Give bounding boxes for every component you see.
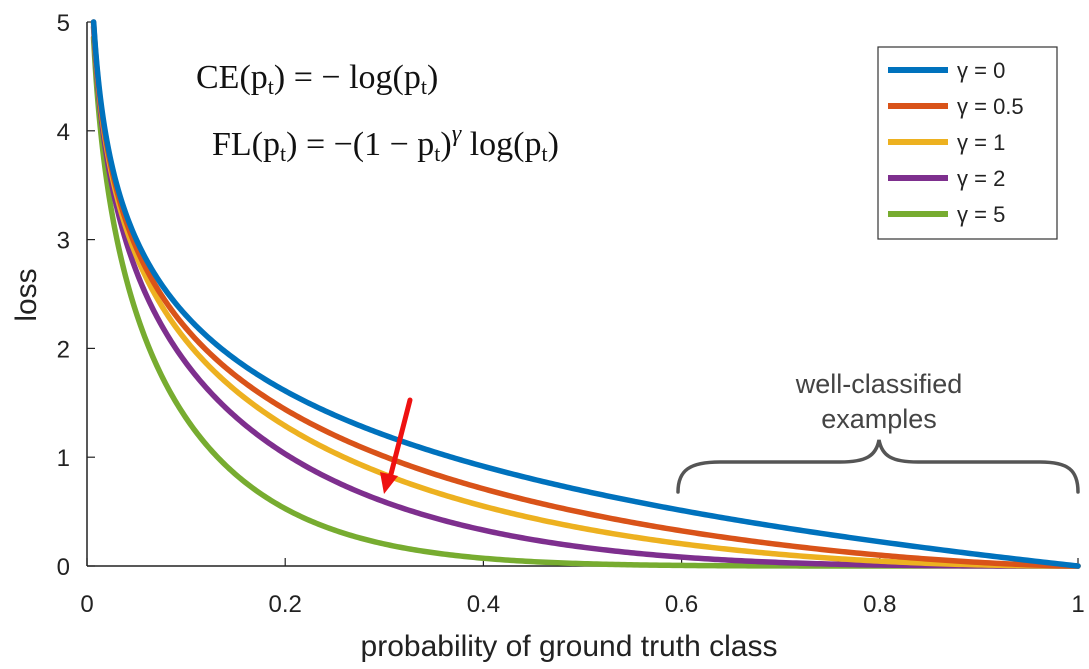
x-tick-label: 0.6 xyxy=(665,591,698,618)
x-tick-labels: 0 0.2 0.4 0.6 0.8 1 xyxy=(80,558,1085,618)
legend-label: γ = 2 xyxy=(957,166,1005,191)
series-line-gamma-0-5 xyxy=(90,19,1081,569)
x-tick-label: 1 xyxy=(1071,591,1084,618)
series-line-gamma-1 xyxy=(90,20,1081,569)
y-axis-label: loss xyxy=(10,268,43,321)
legend: γ = 0 γ = 0.5 γ = 1 γ = 2 γ = 5 xyxy=(877,46,1058,240)
x-tick-label: 0.2 xyxy=(269,591,302,618)
y-tick-labels: 0 1 2 3 4 5 xyxy=(57,10,95,581)
x-tick-label: 0.4 xyxy=(467,591,500,618)
x-tick-label: 0 xyxy=(80,591,93,618)
y-tick-label: 0 xyxy=(57,554,70,581)
series-line-gamma-0 xyxy=(90,19,1081,569)
bracket-label-line2: examples xyxy=(821,404,937,434)
legend-label: γ = 0 xyxy=(957,58,1005,83)
legend-label: γ = 5 xyxy=(957,202,1005,227)
red-arrow xyxy=(380,397,413,494)
legend-label: γ = 1 xyxy=(957,130,1005,155)
curly-brace xyxy=(676,439,1080,494)
series-line-gamma-2 xyxy=(90,24,1081,569)
x-tick-label: 0.8 xyxy=(863,591,896,618)
y-tick-label: 4 xyxy=(57,119,70,146)
y-tick-label: 1 xyxy=(57,445,70,472)
legend-label: γ = 0.5 xyxy=(957,94,1024,119)
ce-formula: CE(pt) = − log(pt) xyxy=(196,59,438,99)
x-axis-label: probability of ground truth class xyxy=(361,630,778,663)
y-tick-label: 5 xyxy=(57,10,70,37)
well-classified-bracket: well-classified examples xyxy=(676,369,1080,494)
bracket-label-line1: well-classified xyxy=(795,369,963,399)
loss-curves xyxy=(90,19,1081,569)
y-tick-label: 2 xyxy=(57,336,70,363)
y-tick-label: 3 xyxy=(57,228,70,255)
fl-formula: FL(pt) = −(1 − pt)γ log(pt) xyxy=(212,121,559,166)
